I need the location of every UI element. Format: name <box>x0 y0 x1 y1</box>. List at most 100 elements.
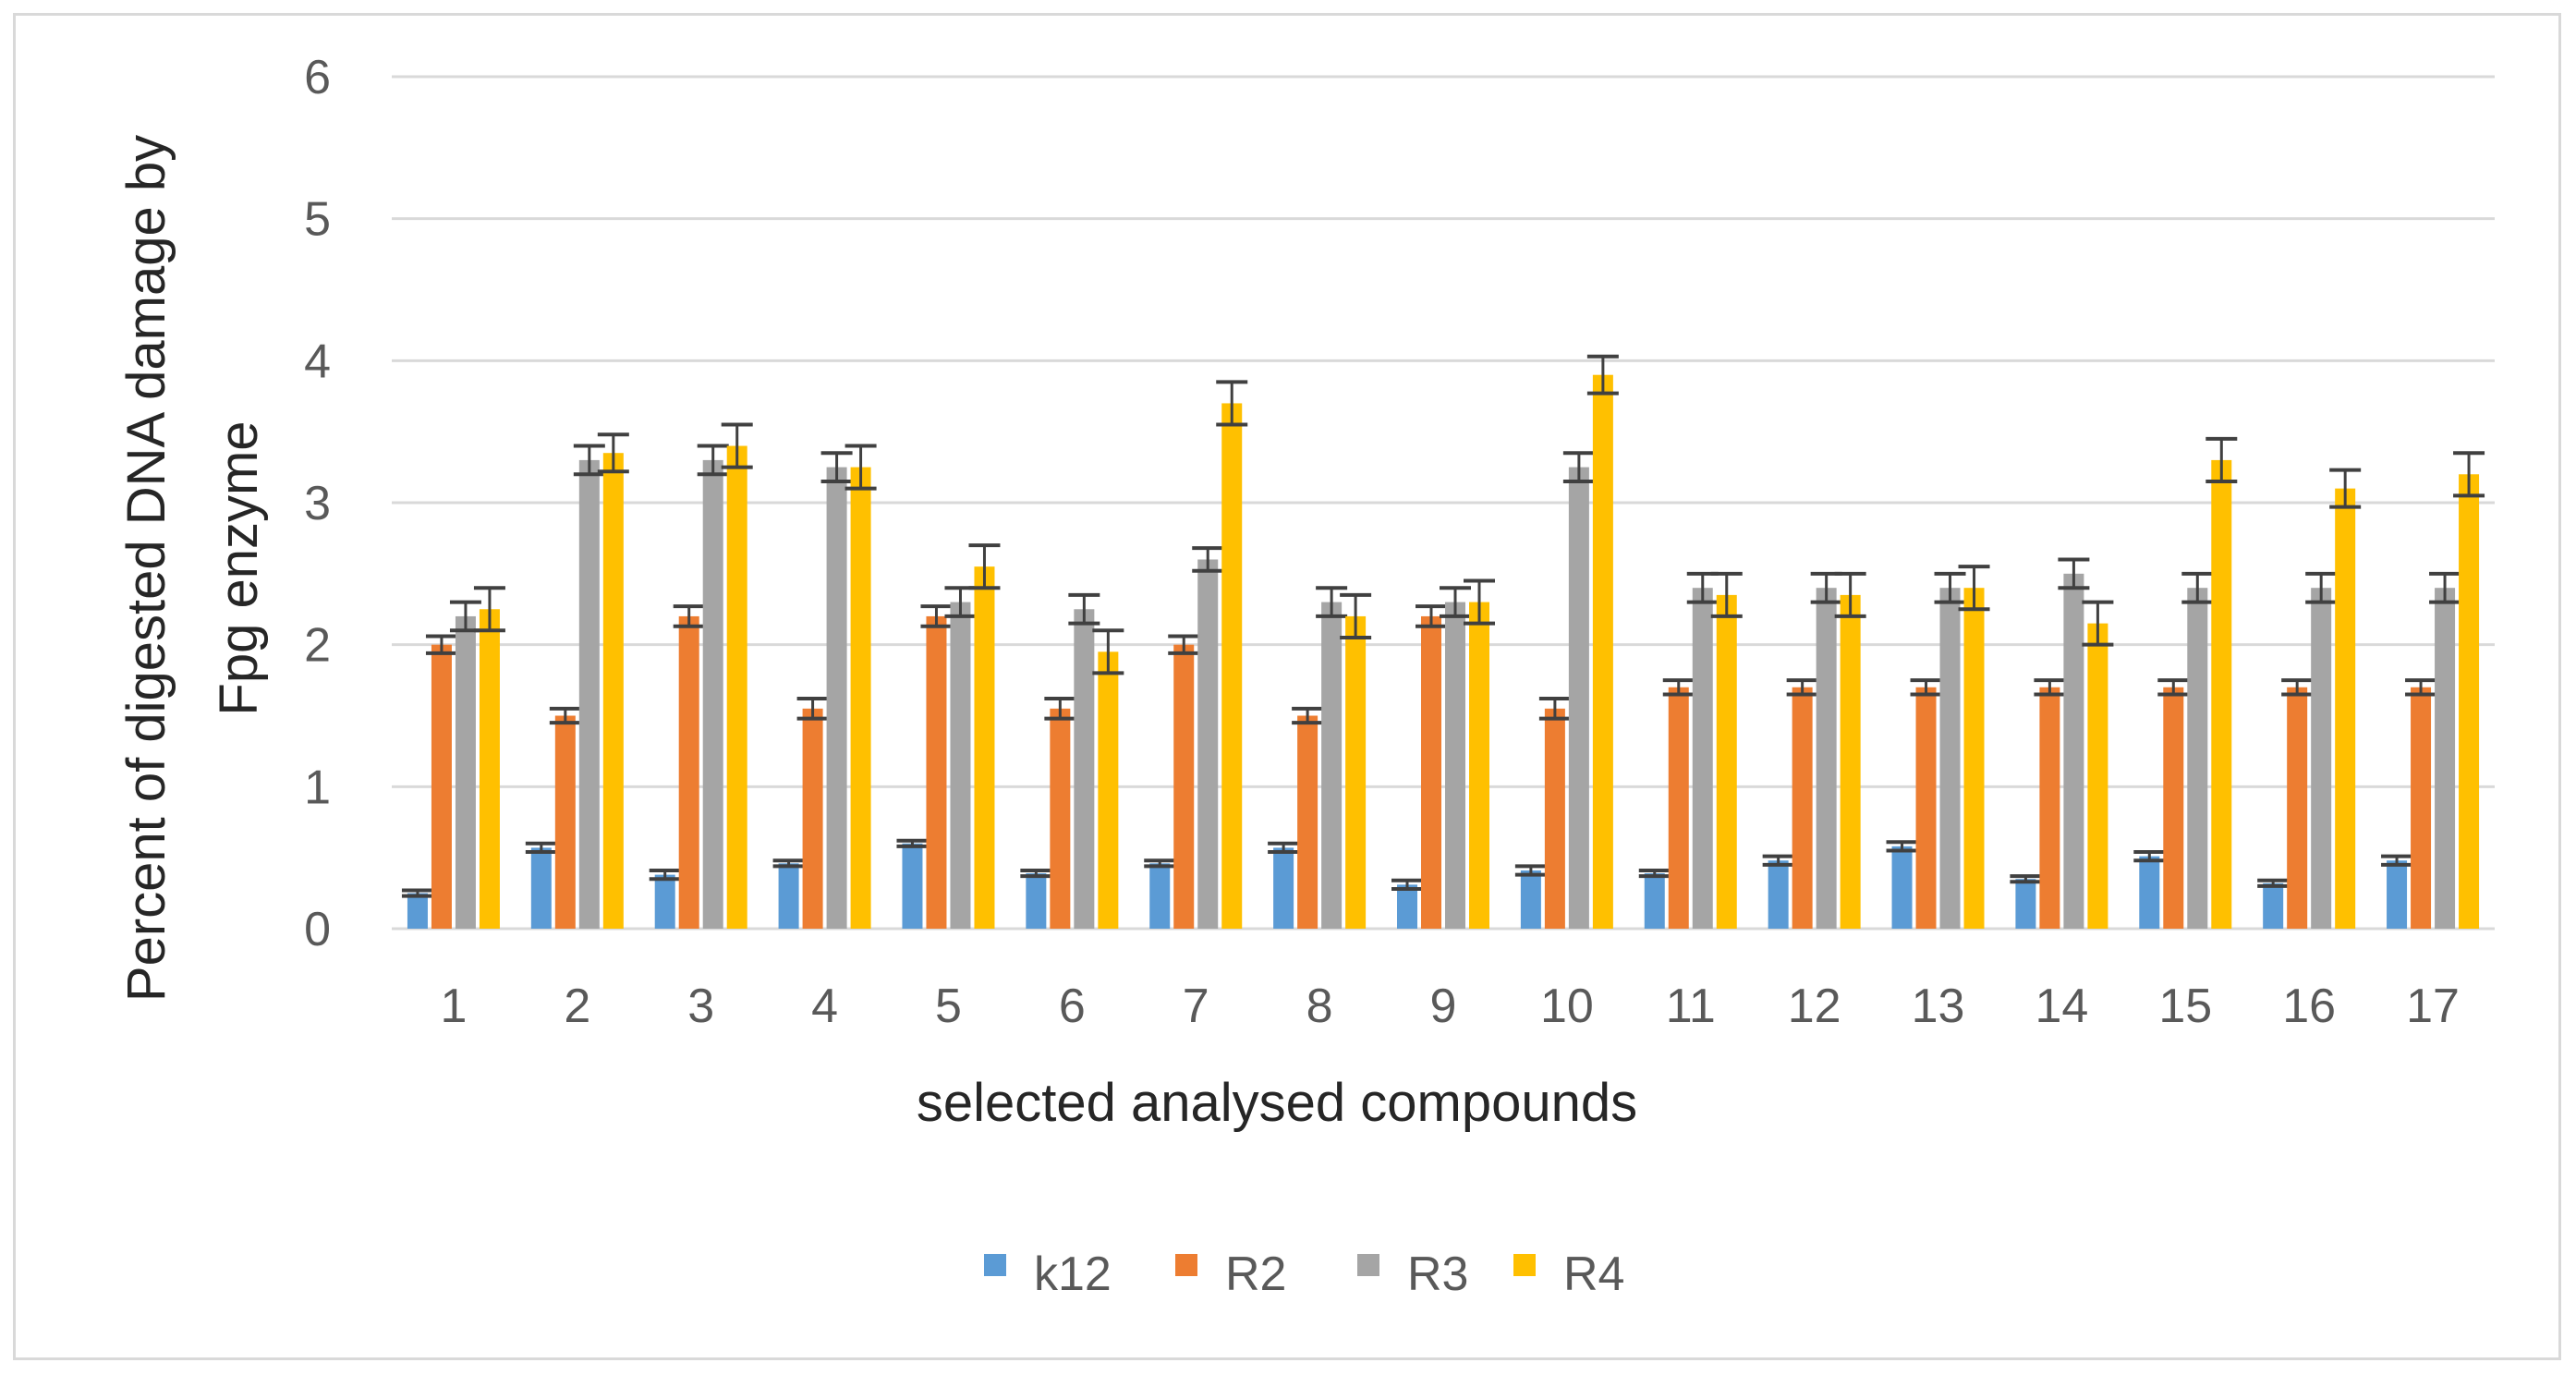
bar-R2-14 <box>2039 687 2060 929</box>
x-tick-label: 1 <box>440 980 467 1033</box>
bar-k12-15 <box>2139 856 2160 929</box>
bar-k12-5 <box>902 843 923 929</box>
x-tick-label: 3 <box>687 980 714 1033</box>
x-tick-label: 13 <box>1912 980 1965 1033</box>
y-axis-ticks: 0 1 2 3 4 5 6 <box>304 51 331 956</box>
bar-R4-16 <box>2335 488 2356 929</box>
bar-R3-7 <box>1197 559 1219 929</box>
error-bar-R2-17 <box>2405 678 2437 697</box>
error-bar-R2-10 <box>1538 697 1571 721</box>
x-tick-label: 9 <box>1430 980 1457 1033</box>
x-tick-label: 5 <box>935 980 962 1033</box>
error-bar-R2-1 <box>425 634 457 655</box>
legend-label-k12: k12 <box>1034 1247 1112 1301</box>
error-bar-k12-10 <box>1514 864 1547 877</box>
x-tick-label: 8 <box>1306 980 1333 1033</box>
y-tick-label: 6 <box>304 51 331 104</box>
bar-R2-1 <box>431 644 452 929</box>
bar-R4-9 <box>1469 602 1489 929</box>
bar-k12-4 <box>778 863 799 929</box>
bar-k12-2 <box>530 847 552 929</box>
bar-R4-6 <box>1098 651 1119 929</box>
bar-R2-9 <box>1421 615 1441 929</box>
bar-R3-8 <box>1321 602 1343 929</box>
error-bar-R4-4 <box>844 444 877 491</box>
bar-R3-5 <box>950 602 971 929</box>
error-bar-R4-8 <box>1340 592 1372 639</box>
error-bar-R2-9 <box>1416 604 1447 628</box>
error-bar-k12-4 <box>772 858 805 869</box>
x-tick-label: 10 <box>1540 980 1594 1033</box>
bar-R4-17 <box>2459 474 2480 929</box>
x-tick-label: 15 <box>2158 980 2212 1033</box>
error-bar-k12-13 <box>1886 840 1918 853</box>
error-bar-k12-17 <box>2381 854 2413 867</box>
bar-R3-3 <box>702 459 723 929</box>
error-bar-R2-15 <box>2157 678 2190 697</box>
error-bar-k12-3 <box>649 868 681 882</box>
bar-k12-11 <box>1644 873 1665 929</box>
bar-R2-11 <box>1668 687 1689 929</box>
x-tick-label: 4 <box>811 980 838 1033</box>
bar-R2-15 <box>2163 687 2184 929</box>
bar-R3-1 <box>455 615 476 929</box>
legend: k12 R2 R3 R4 <box>984 1247 1624 1301</box>
error-bar-k12-2 <box>525 841 557 855</box>
error-bar-R3-16 <box>2305 571 2338 604</box>
bar-R4-2 <box>602 453 624 929</box>
y-tick-label: 5 <box>304 193 331 247</box>
error-bar-R4-15 <box>2205 436 2238 483</box>
bar-k12-17 <box>2387 860 2408 929</box>
error-bar-R3-9 <box>1440 586 1471 618</box>
legend-swatch-R4 <box>1513 1254 1536 1276</box>
error-bar-R3-1 <box>449 600 481 633</box>
bar-R3-6 <box>1074 609 1095 929</box>
error-bar-k12-8 <box>1268 841 1300 855</box>
error-bar-R4-1 <box>473 586 505 633</box>
y-tick-label: 4 <box>304 335 331 388</box>
bar-k12-9 <box>1397 884 1417 929</box>
error-bar-R2-5 <box>920 604 953 628</box>
bar-k12-12 <box>1768 860 1789 929</box>
bar-R3-11 <box>1692 588 1713 929</box>
bar-R4-3 <box>726 445 747 929</box>
error-bar-R2-14 <box>2034 678 2066 697</box>
error-bar-R3-13 <box>1934 571 1966 604</box>
bar-R2-8 <box>1297 715 1318 929</box>
bar-R4-10 <box>1592 374 1613 929</box>
error-bar-R4-16 <box>2329 468 2362 509</box>
error-bar-k12-6 <box>1020 868 1052 879</box>
bar-R4-4 <box>850 467 871 929</box>
bar-R4-5 <box>974 566 995 929</box>
x-tick-label: 12 <box>1788 980 1841 1033</box>
bar-R3-12 <box>1816 588 1837 929</box>
bar-k12-1 <box>407 893 428 929</box>
error-bar-R3-14 <box>2058 557 2090 590</box>
bar-R2-10 <box>1544 708 1565 929</box>
legend-swatch-k12 <box>984 1254 1006 1276</box>
legend-swatch-R3 <box>1357 1254 1379 1276</box>
bar-R2-13 <box>1915 687 1937 929</box>
error-bar-R4-2 <box>597 432 629 474</box>
error-bar-R3-10 <box>1562 451 1595 483</box>
bar-k12-7 <box>1149 863 1171 929</box>
error-bar-R3-17 <box>2429 571 2461 604</box>
error-bar-R3-6 <box>1068 592 1100 626</box>
x-axis-ticks: 1 2 3 4 5 6 7 8 9 10 11 12 13 14 15 16 17 <box>440 980 2460 1033</box>
error-bar-R4-7 <box>1216 380 1248 427</box>
bar-R3-4 <box>826 467 847 929</box>
bar-R2-7 <box>1173 644 1195 929</box>
error-bar-k12-9 <box>1391 878 1423 891</box>
error-bar-R3-5 <box>944 586 977 618</box>
legend-label-R2: R2 <box>1225 1247 1286 1301</box>
bar-R4-13 <box>1963 588 1985 929</box>
error-bar-R2-3 <box>673 604 705 628</box>
bar-R3-16 <box>2311 588 2332 929</box>
bar-R3-13 <box>1939 588 1961 929</box>
error-bar-k12-5 <box>896 838 929 848</box>
error-bar-R4-11 <box>1710 571 1743 618</box>
y-tick-label: 3 <box>304 477 331 530</box>
y-tick-label: 0 <box>304 903 331 956</box>
error-bar-R4-3 <box>721 422 753 469</box>
